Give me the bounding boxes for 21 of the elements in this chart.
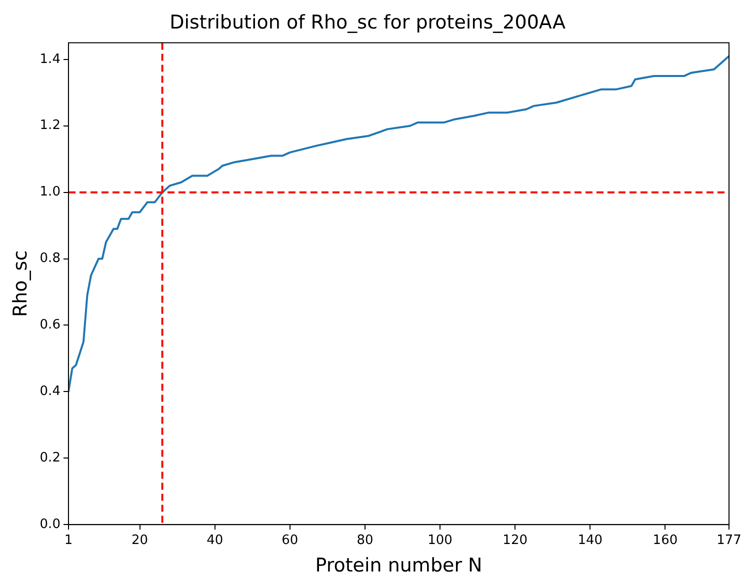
x-axis-title: Protein number N (315, 554, 482, 577)
chart-title: Distribution of Rho_sc for proteins_200AA (170, 11, 566, 34)
x-tick-label: 1 (64, 532, 73, 548)
y-axis-title: Rho_sc (9, 250, 32, 318)
x-tick-label: 20 (132, 532, 148, 548)
y-tick-label: 1.2 (40, 118, 60, 134)
y-tick-label: 0.4 (40, 384, 60, 400)
x-tick-label: 60 (282, 532, 298, 548)
y-tick-label: 0.8 (40, 251, 60, 266)
y-tick-label: 1.4 (40, 52, 60, 67)
x-tick-label: 140 (578, 532, 603, 548)
y-tick-label: 1.0 (40, 184, 60, 200)
x-tick-label: 177 (716, 532, 742, 548)
x-tick-label: 120 (502, 532, 528, 548)
y-tick-label: 0.2 (40, 450, 60, 466)
x-tick-label: 40 (206, 532, 224, 548)
x-tick-label: 80 (356, 532, 374, 548)
x-tick-label: 160 (652, 532, 678, 548)
y-tick-label: 0.0 (40, 516, 60, 532)
x-tick-label: 100 (428, 532, 452, 548)
y-tick-label: 0.6 (40, 318, 60, 333)
